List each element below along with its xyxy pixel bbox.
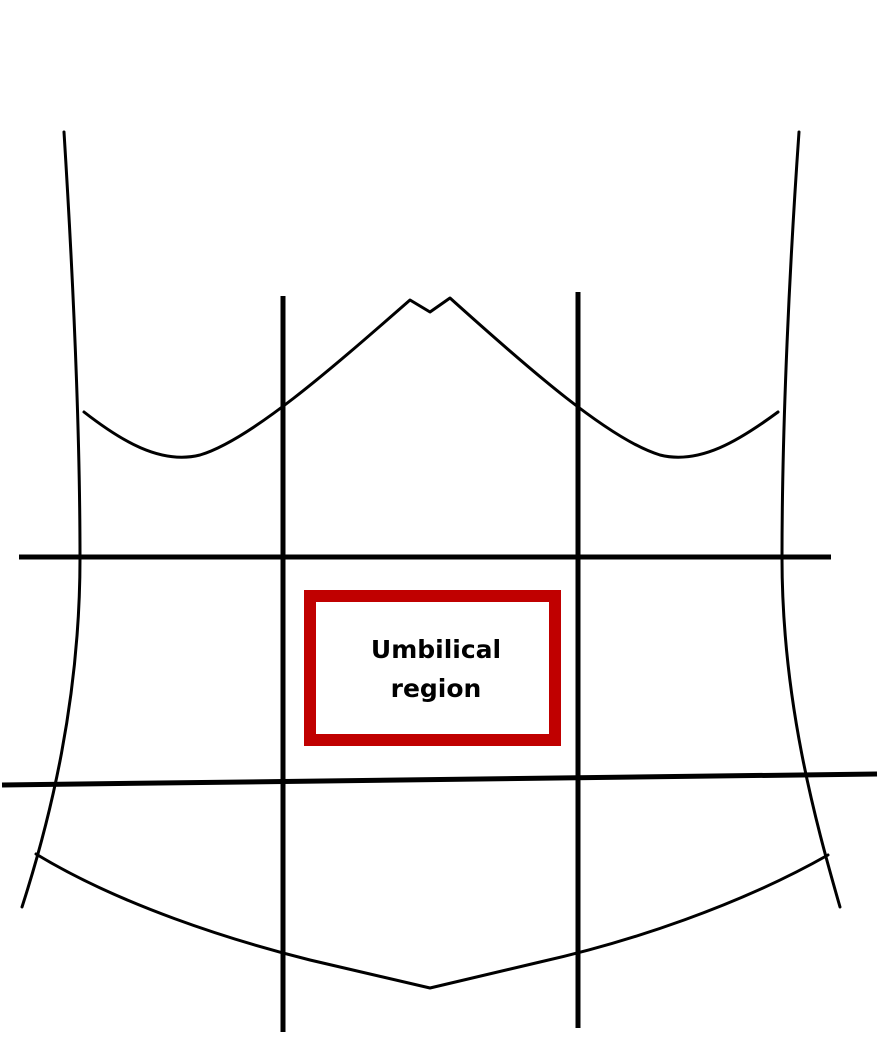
lower-horizontal-line [1,771,878,788]
region-label-line-2: region [390,674,482,703]
torso-right-side [780,130,842,909]
costal-margin [82,296,780,459]
pelvic-curve [34,852,830,990]
torso-left-side [20,130,82,909]
umbilical-region-label: Umbilical region [318,630,554,708]
region-label-line-1: Umbilical [370,635,502,664]
umbilical-region-box [304,590,561,746]
